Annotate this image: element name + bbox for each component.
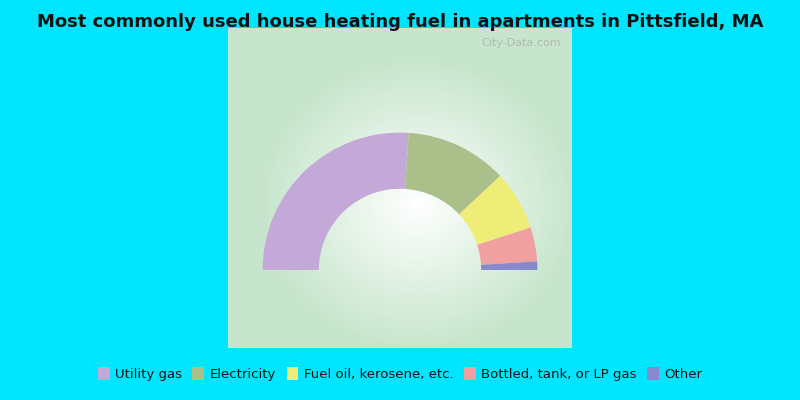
Wedge shape (459, 176, 530, 245)
Wedge shape (481, 261, 538, 270)
Wedge shape (405, 133, 500, 214)
Text: City-Data.com: City-Data.com (482, 38, 562, 48)
Text: Most commonly used house heating fuel in apartments in Pittsfield, MA: Most commonly used house heating fuel in… (37, 13, 763, 31)
Wedge shape (477, 228, 537, 265)
Wedge shape (262, 132, 409, 270)
Legend: Utility gas, Electricity, Fuel oil, kerosene, etc., Bottled, tank, or LP gas, Ot: Utility gas, Electricity, Fuel oil, kero… (93, 362, 707, 386)
